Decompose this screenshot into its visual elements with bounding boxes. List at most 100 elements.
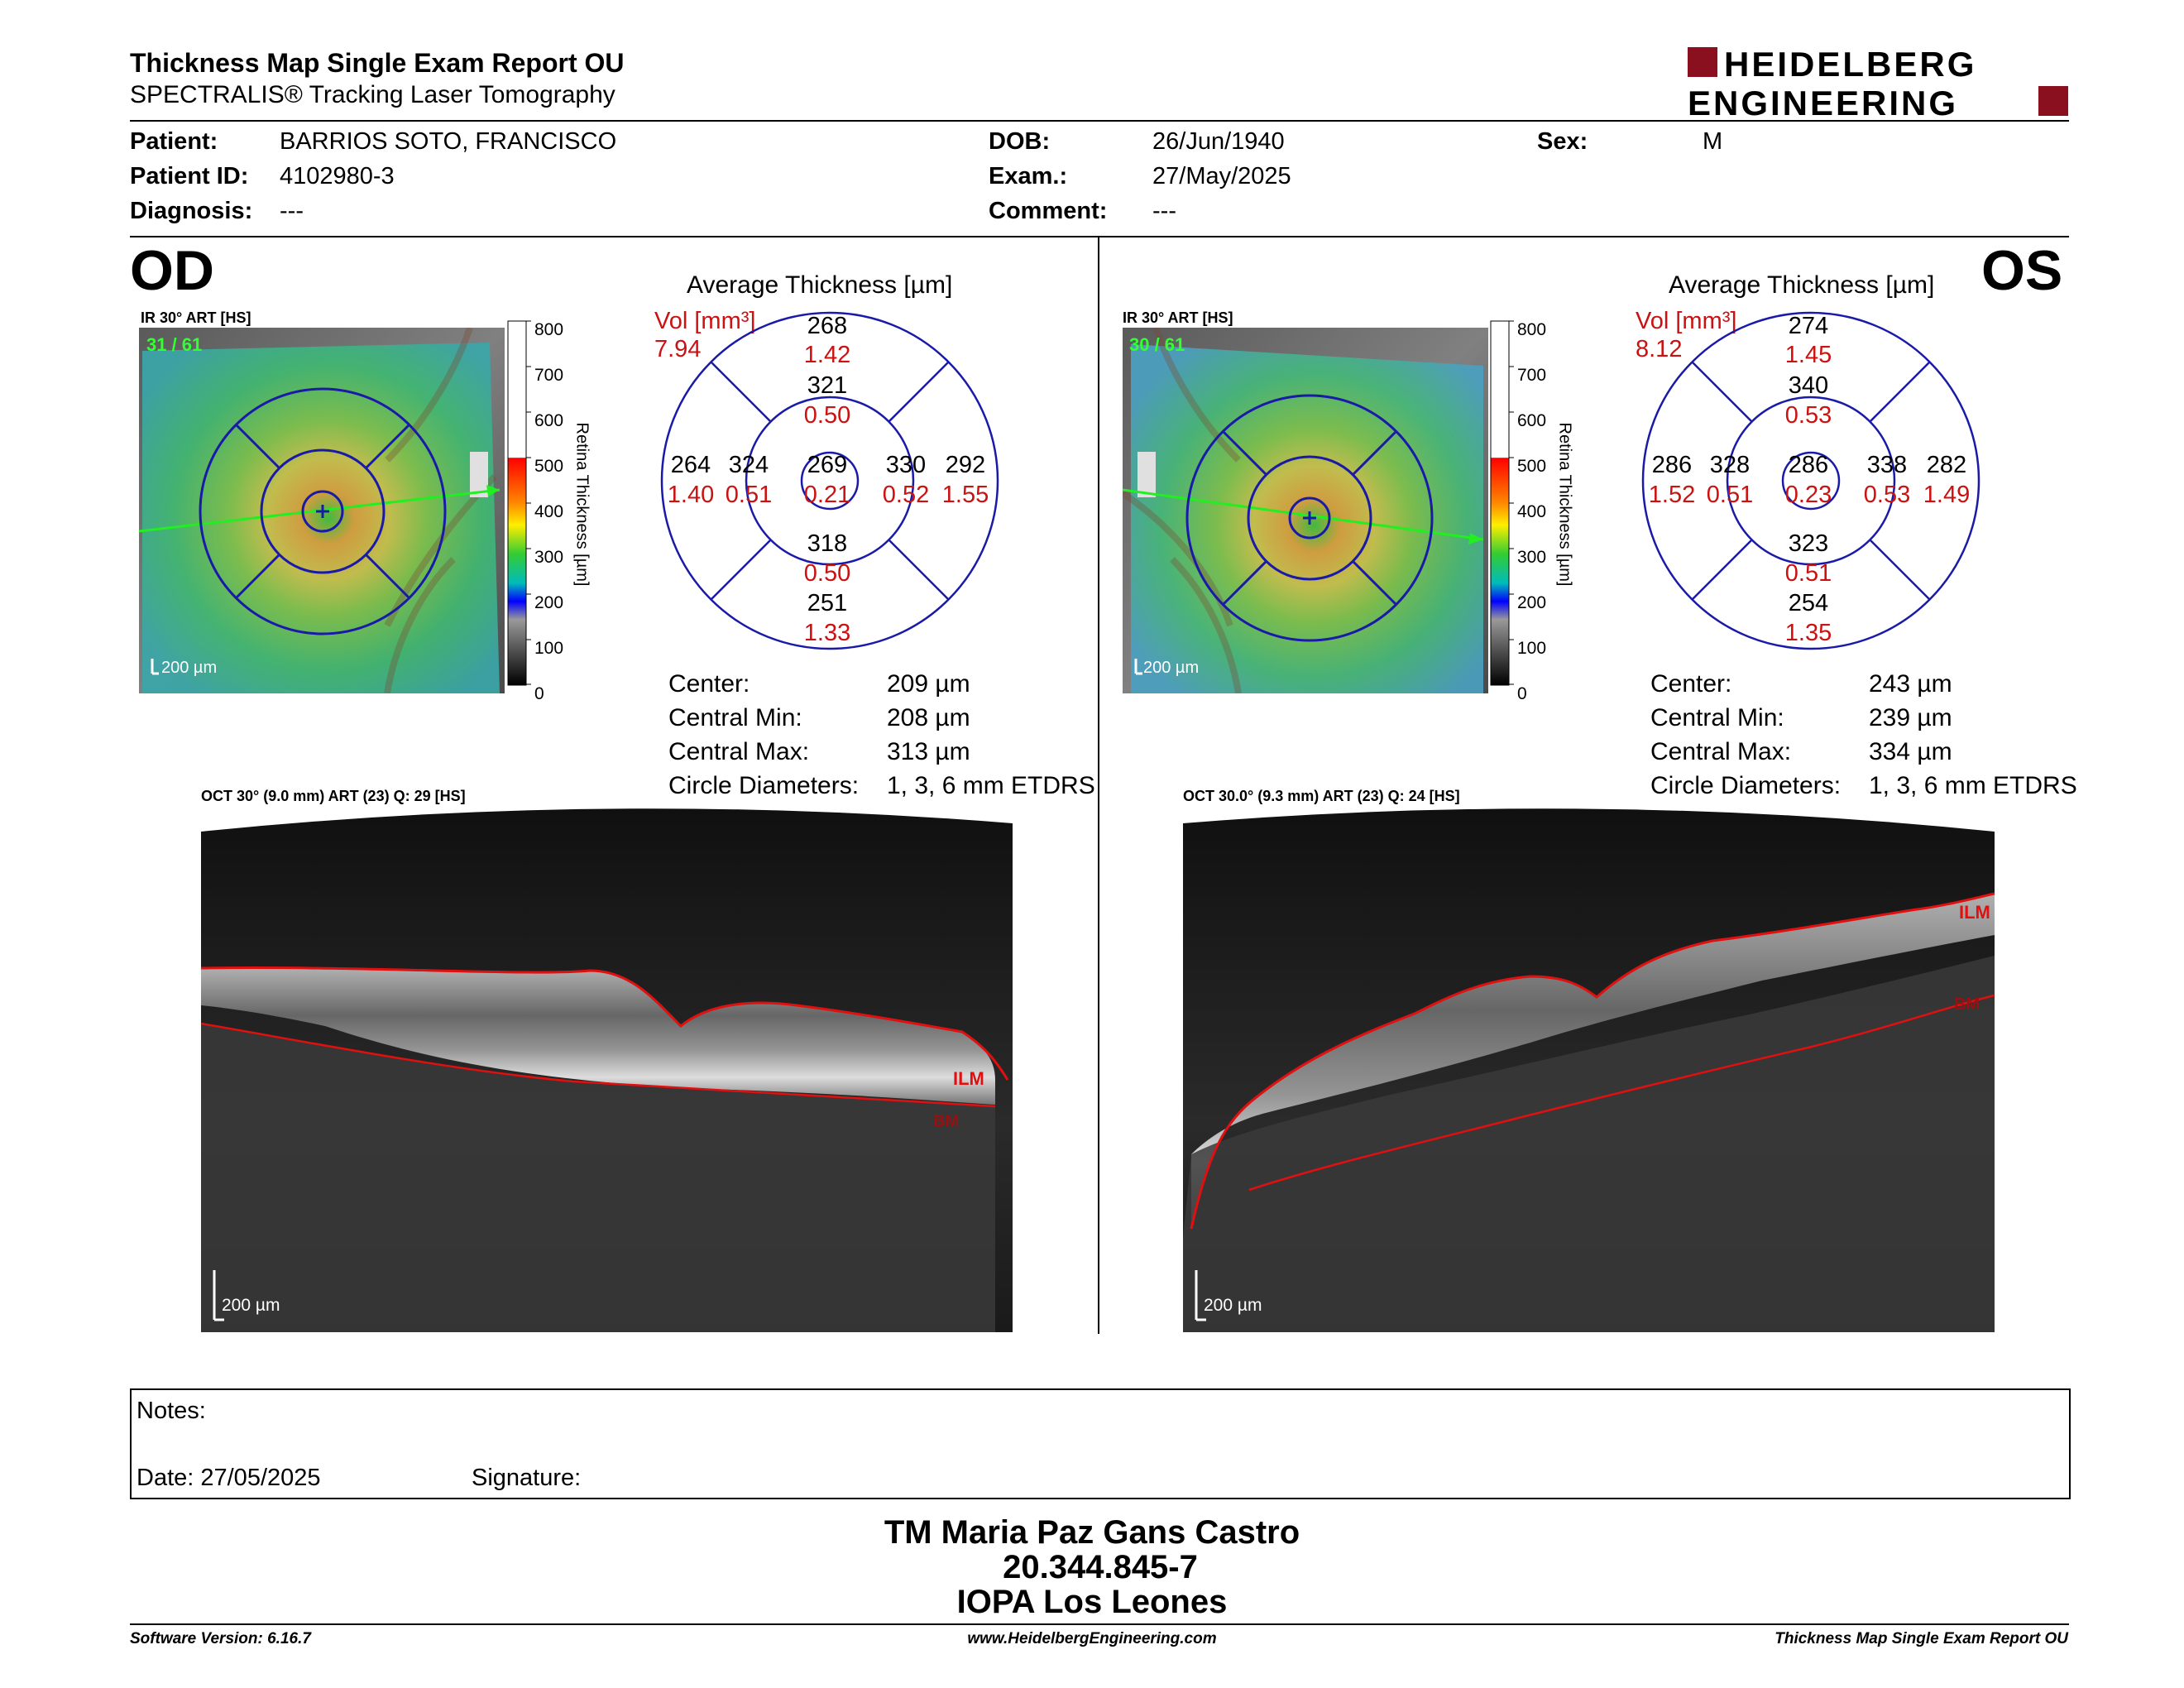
report-title: Thickness Map Single Exam Report OU [130,48,625,78]
exam-value: 27/May/2025 [1152,163,1291,189]
od-eye-label: OD [130,239,214,302]
od-oct-scale: 200 µm [222,1296,280,1315]
os-outer-left-thickness: 286 [1651,452,1693,478]
od-inner-left-volume: 0.51 [725,482,773,508]
os-map-scale: 200 µm [1143,659,1200,677]
os-outer-inf-volume: 1.35 [1784,620,1832,646]
os-oct-scale: 200 µm [1204,1296,1262,1315]
od-outer-right-thickness: 292 [945,452,986,478]
software-version: Software Version: 6.16.7 [130,1630,311,1647]
od-frame-counter: 31 / 61 [146,334,203,355]
dob-label: DOB: [989,128,1051,155]
patient-name: BARRIOS SOTO, FRANCISCO [280,128,617,155]
os-eye-label: OS [1981,239,2063,302]
os-inner-left-volume: 0.51 [1706,482,1754,508]
od-center-volume: 0.21 [803,482,851,508]
header-rule [130,120,2069,122]
od-avg-title: Average Thickness [µm] [687,271,953,299]
od-outer-right-volume: 1.55 [941,482,989,508]
od-stat-max-label: Central Max: [668,738,810,765]
report-subtitle: SPECTRALIS® Tracking Laser Tomography [130,81,615,108]
od-stat-min-label: Central Min: [668,704,802,731]
os-inner-left-thickness: 328 [1709,452,1751,478]
os-thickness-map [1123,328,1488,693]
os-center-volume: 0.23 [1784,482,1832,508]
sex-value: M [1703,128,1723,155]
os-stat-min-value: 239 µm [1869,704,1952,731]
os-etdrs-grid [1641,311,1980,650]
od-inner-right-thickness: 330 [885,452,927,478]
footer-report-name: Thickness Map Single Exam Report OU [1774,1630,2068,1647]
od-colorbar-label: Retina Thickness [µm] [572,422,592,587]
logo-line2: ENGINEERING [1688,84,1958,118]
od-inner-left-thickness: 324 [728,452,769,478]
od-inner-sup-volume: 0.50 [803,402,851,429]
patient-rule [130,236,2069,237]
os-outer-left-volume: 1.52 [1648,482,1696,508]
notes-box [130,1388,2071,1499]
od-stat-min-value: 208 µm [887,704,970,731]
sex-label: Sex: [1537,128,1588,155]
od-outer-left-volume: 1.40 [667,482,715,508]
signer-institution: IOPA Los Leones [956,1584,1228,1620]
os-stat-min-label: Central Min: [1650,704,1784,731]
os-stat-center-label: Center: [1650,670,1732,698]
footer-rule [130,1623,2069,1625]
os-outer-sup-thickness: 274 [1788,313,1829,339]
od-vol-total: 7.94 [654,336,702,362]
os-center-thickness: 286 [1788,452,1829,478]
os-colorbar [1490,320,1514,686]
od-inner-inf-volume: 0.50 [803,560,851,587]
od-stat-center-label: Center: [668,670,750,698]
od-ir-label: IR 30° ART [HS] [141,309,251,326]
notes-date: Date: 27/05/2025 [136,1465,321,1491]
os-outer-inf-thickness: 254 [1788,590,1829,616]
os-inner-right-volume: 0.53 [1863,482,1911,508]
od-outer-inf-volume: 1.33 [803,620,851,646]
od-thickness-map [139,328,505,693]
os-inner-inf-volume: 0.51 [1784,560,1832,587]
os-stat-max-label: Central Max: [1650,738,1792,765]
patient-label: Patient: [130,128,218,155]
od-stat-center-value: 209 µm [887,670,970,698]
od-inner-inf-thickness: 318 [807,530,848,557]
os-avg-title: Average Thickness [µm] [1669,271,1935,299]
os-oct-label: OCT 30.0° (9.3 mm) ART (23) Q: 24 [HS] [1183,788,1460,804]
od-ilm-label: ILM [953,1068,984,1089]
od-center-thickness: 269 [807,452,848,478]
os-bm-label: BM [1954,995,1980,1014]
os-inner-inf-thickness: 323 [1788,530,1829,557]
os-outer-right-volume: 1.49 [1923,482,1971,508]
diagnosis-value: --- [280,198,304,224]
eye-divider [1098,237,1099,1334]
exam-label: Exam.: [989,163,1068,189]
signer-name: TM Maria Paz Gans Castro [884,1514,1300,1551]
comment-value: --- [1152,198,1176,224]
logo-line1: HEIDELBERG [1724,46,1976,84]
os-inner-sup-thickness: 340 [1788,372,1829,399]
os-colorbar-label: Retina Thickness [µm] [1555,422,1574,587]
os-oct-bscan [1183,808,1995,1332]
od-oct-label: OCT 30° (9.0 mm) ART (23) Q: 29 [HS] [201,788,466,804]
patient-id-label: Patient ID: [130,163,249,189]
od-outer-sup-volume: 1.42 [803,342,851,368]
signature-label: Signature: [472,1465,582,1491]
footer-website[interactable]: www.HeidelbergEngineering.com [967,1630,1217,1647]
heidelberg-logo: HEIDELBERG ENGINEERING [1688,46,2068,118]
od-etdrs-grid [660,311,999,650]
notes-label: Notes: [136,1398,206,1424]
signer-rut: 20.344.845-7 [1003,1549,1198,1585]
os-inner-sup-volume: 0.53 [1784,402,1832,429]
os-vol-label: Vol [mm³] [1636,308,1737,334]
od-map-scale: 200 µm [161,659,218,677]
os-stat-max-value: 334 µm [1869,738,1952,765]
od-outer-sup-thickness: 268 [807,313,848,339]
os-outer-sup-volume: 1.45 [1784,342,1832,368]
od-outer-left-thickness: 264 [670,452,711,478]
od-stat-diam-value: 1, 3, 6 mm ETDRS [887,772,1095,799]
od-stat-diam-label: Circle Diameters: [668,772,860,799]
os-colorbar-ticks: 800 700 600 500 400 300 200 100 0 [1517,320,1547,703]
od-outer-inf-thickness: 251 [807,590,848,616]
patient-id: 4102980-3 [280,163,395,189]
od-vol-label: Vol [mm³] [654,308,756,334]
